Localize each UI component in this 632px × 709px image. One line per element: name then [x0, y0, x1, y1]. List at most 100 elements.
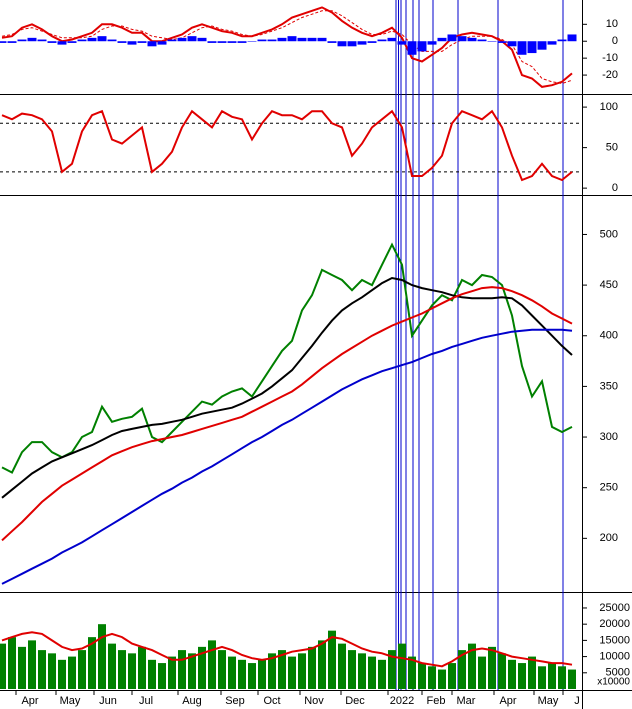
bar [8, 637, 16, 689]
y-tick-label: -20 [602, 69, 618, 81]
x-tick-label: Aug [182, 695, 202, 707]
bar [257, 39, 267, 42]
bar [537, 41, 547, 50]
bar [47, 41, 57, 43]
x-tick-label: Mar [457, 695, 476, 707]
y-tick-label: 100 [600, 101, 618, 113]
bar [427, 41, 437, 45]
bar [498, 653, 506, 689]
bar [178, 650, 186, 689]
bar [298, 653, 306, 689]
bar [477, 39, 487, 42]
x-tick-label: Apr [21, 695, 38, 707]
bar [18, 646, 26, 689]
bar [418, 663, 426, 689]
x-tick-label: Dec [345, 695, 365, 707]
bar [227, 41, 237, 43]
bar [0, 41, 7, 43]
bar [347, 41, 357, 47]
bar [467, 37, 477, 42]
bar [297, 37, 307, 42]
bar [338, 643, 346, 689]
x-tick-label: May [60, 695, 81, 707]
bar [378, 659, 386, 689]
x-tick-label: May [538, 695, 559, 707]
y-tick-label: 200 [600, 532, 618, 544]
bar [207, 41, 217, 43]
bar [107, 39, 117, 42]
bar [528, 656, 536, 689]
bar [518, 663, 526, 689]
bar [258, 659, 266, 689]
bar [358, 653, 366, 689]
y-tick-label: 20000 [599, 618, 630, 630]
bar [277, 37, 287, 42]
bar [328, 630, 336, 689]
bar [367, 41, 377, 43]
x-tick-label: Feb [427, 695, 446, 707]
bar [187, 36, 197, 42]
x-tick-label: Apr [499, 695, 516, 707]
bar [377, 39, 387, 42]
bar [448, 663, 456, 689]
event-lines [395, 0, 564, 690]
x-tick-label: 2022 [390, 695, 414, 707]
bar [407, 41, 417, 55]
bar [108, 643, 116, 689]
x-tick-label: Jul [139, 695, 153, 707]
bar [77, 39, 87, 42]
bar [168, 656, 176, 689]
series-line [1, 6, 573, 88]
y-tick-label: 10 [606, 18, 618, 30]
bar [148, 659, 156, 689]
bar [457, 36, 467, 42]
bar [147, 41, 157, 47]
bar [98, 624, 106, 689]
y-tick-label: -10 [602, 52, 618, 64]
bar [137, 41, 147, 43]
bar [208, 640, 216, 689]
bar [37, 39, 47, 42]
bar [158, 663, 166, 689]
y-tick-label: 500 [600, 228, 618, 240]
bar [97, 36, 107, 42]
bar [308, 646, 316, 689]
bar [167, 39, 177, 42]
bar [497, 41, 507, 43]
bar [268, 653, 276, 689]
series-line [1, 286, 573, 542]
bar [217, 41, 227, 43]
bar [437, 37, 447, 42]
bar [307, 37, 317, 42]
x-tick-label: Nov [304, 695, 324, 707]
bar [118, 650, 126, 689]
bar [397, 41, 407, 45]
bar [198, 646, 206, 689]
bar [188, 653, 196, 689]
x-tick-label: Oct [263, 695, 280, 707]
bar [567, 34, 577, 42]
bar [127, 41, 137, 45]
bar [318, 640, 326, 689]
bar [368, 656, 376, 689]
bar [558, 666, 566, 689]
bar [348, 650, 356, 689]
bar [538, 666, 546, 689]
bar [238, 659, 246, 689]
bar [428, 666, 436, 689]
series-line [1, 109, 573, 182]
bar [468, 643, 476, 689]
bar [438, 669, 446, 689]
bar [58, 659, 66, 689]
bar [267, 39, 277, 42]
bar [177, 37, 187, 42]
bar [38, 650, 46, 689]
bar [478, 656, 486, 689]
y-tick-label: 10000 [599, 650, 630, 662]
bar [27, 37, 37, 42]
bar [247, 41, 257, 42]
bar [88, 637, 96, 689]
bar [508, 659, 516, 689]
